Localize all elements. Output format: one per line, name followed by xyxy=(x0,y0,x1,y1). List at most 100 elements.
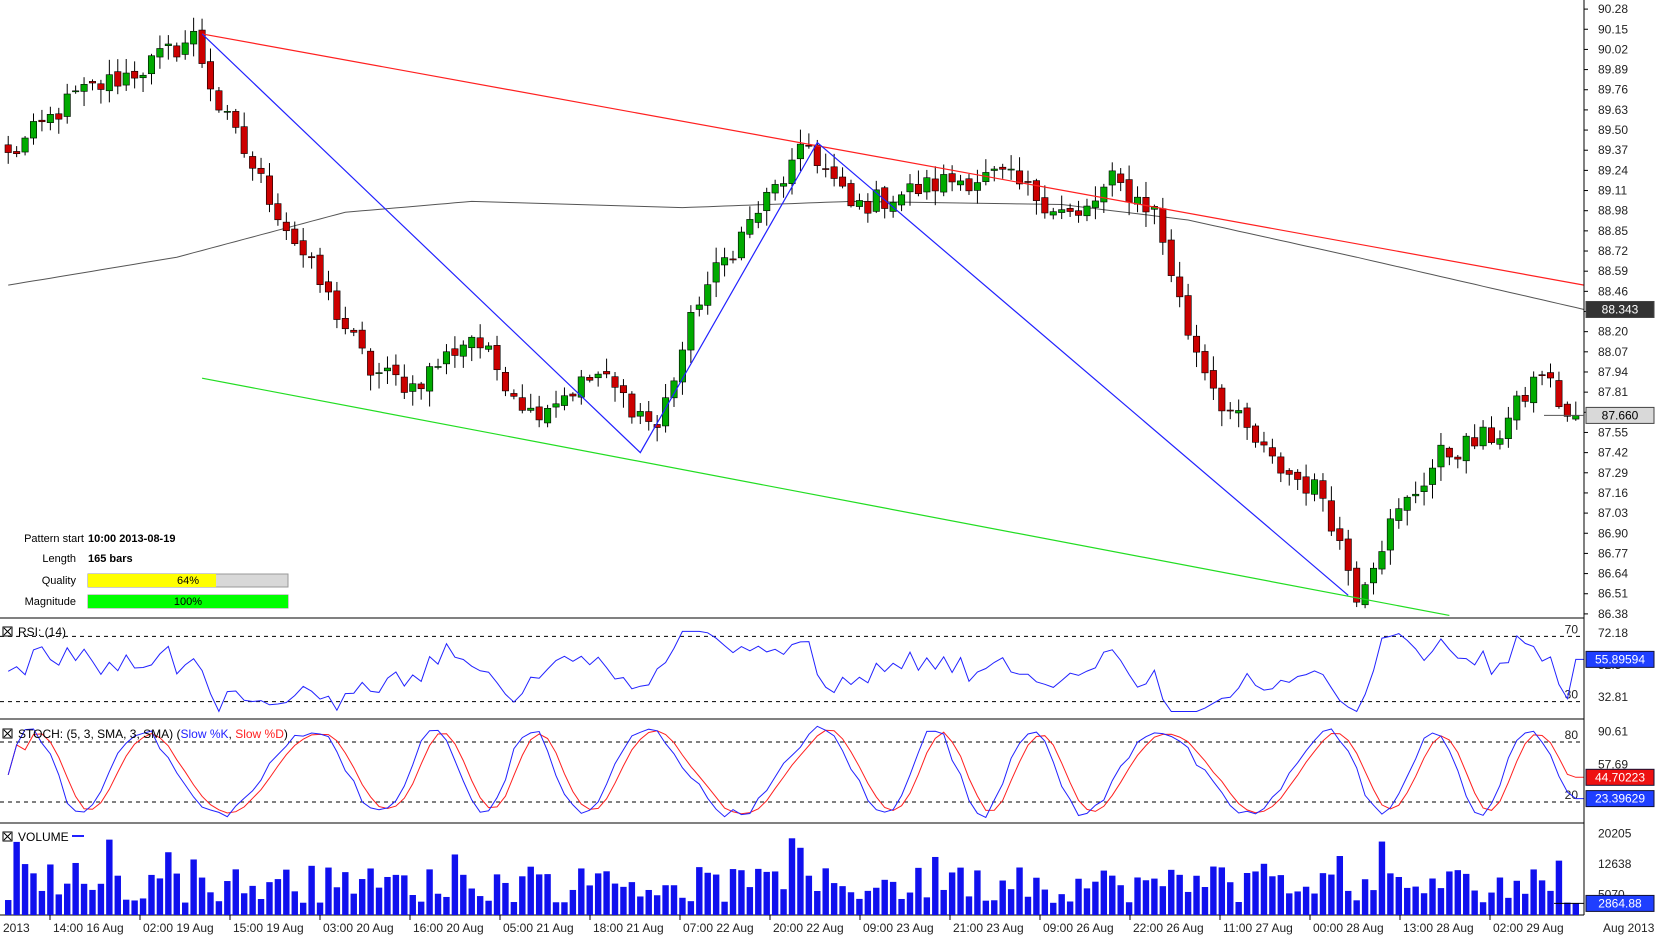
candle xyxy=(139,72,147,93)
price-tick-label: 90.28 xyxy=(1598,2,1628,16)
volume-bar xyxy=(316,902,324,915)
candle-body xyxy=(510,393,518,397)
x-tick-label: 14:00 16 Aug xyxy=(53,921,124,935)
ma-value-tag-text: 88.343 xyxy=(1602,302,1639,316)
candle xyxy=(881,185,889,219)
candle xyxy=(114,59,122,95)
candle xyxy=(1167,229,1175,283)
candle xyxy=(1547,363,1555,388)
price-tick-label: 87.16 xyxy=(1598,486,1628,500)
candle xyxy=(594,371,602,387)
stoch-d-tag-box xyxy=(1585,768,1655,786)
candle xyxy=(603,358,611,379)
candle xyxy=(628,391,636,424)
volume-bar xyxy=(1218,867,1226,915)
volume-bar xyxy=(1404,887,1411,915)
candle-body xyxy=(1521,394,1529,402)
candle-body xyxy=(1007,168,1015,171)
volume-bar xyxy=(1370,890,1377,915)
candle-body xyxy=(181,42,189,55)
volume-bar xyxy=(1024,896,1032,915)
x-tick-label: 15:00 19 Aug xyxy=(233,921,304,935)
candle-body xyxy=(855,200,863,207)
magnitude-bar-fill xyxy=(88,595,288,608)
candle-body xyxy=(1572,415,1580,420)
volume-bar xyxy=(1125,902,1133,915)
rsi-level-label: 70 xyxy=(1565,622,1579,636)
candle-body xyxy=(999,166,1007,170)
candle-body xyxy=(872,189,880,212)
volume-bar xyxy=(342,872,349,915)
stoch-close-icon[interactable] xyxy=(2,728,13,739)
candle-body xyxy=(333,290,341,320)
candle xyxy=(1311,473,1319,502)
volume-bar xyxy=(38,890,46,915)
candle xyxy=(544,404,552,428)
candle-body xyxy=(670,380,678,399)
price-tick-label: 87.29 xyxy=(1598,466,1628,480)
candle xyxy=(847,179,855,208)
volume-bar xyxy=(1488,892,1495,915)
volume-bar xyxy=(1100,870,1108,915)
volume-bar xyxy=(771,871,779,915)
volume-bar xyxy=(224,881,231,915)
length-value: 165 bars xyxy=(88,553,133,565)
candle-body xyxy=(898,194,906,206)
volume-bar xyxy=(535,874,543,915)
candle-body xyxy=(628,393,636,418)
candle-body xyxy=(1049,211,1057,216)
stoch-k-tag-box xyxy=(1585,790,1655,808)
candle-body xyxy=(1075,210,1083,216)
candle xyxy=(1327,486,1335,536)
volume-bar xyxy=(1378,841,1386,915)
price-tick-label: 86.77 xyxy=(1598,546,1628,560)
candle-body xyxy=(4,144,12,153)
volume-bar xyxy=(611,883,619,915)
candle xyxy=(1429,459,1437,499)
volume-close-icon[interactable] xyxy=(2,831,13,842)
candle xyxy=(1378,540,1386,575)
candle-body xyxy=(737,231,745,259)
candle xyxy=(931,166,939,206)
candle-body xyxy=(906,183,914,193)
candle xyxy=(122,58,130,91)
volume-bar xyxy=(215,901,223,915)
candle-body xyxy=(1176,276,1184,298)
rsi-close-icon[interactable] xyxy=(2,626,13,637)
volume-bar xyxy=(460,874,467,915)
candle-body xyxy=(931,178,939,192)
candle xyxy=(1538,370,1546,386)
candle-body xyxy=(350,329,358,333)
volume-bar xyxy=(974,870,981,915)
volume-bar xyxy=(417,901,425,915)
candle xyxy=(518,384,526,414)
candle xyxy=(358,321,366,355)
candle xyxy=(1176,261,1184,308)
candle xyxy=(1336,516,1344,550)
volume-bar xyxy=(1269,876,1276,915)
candles xyxy=(4,17,1580,609)
volume-bar xyxy=(1513,880,1520,915)
candle xyxy=(1083,198,1091,222)
volume-bar xyxy=(198,877,206,915)
candle-body xyxy=(1353,567,1361,603)
candle xyxy=(451,336,459,368)
volume-bar xyxy=(637,896,644,915)
candle-body xyxy=(1538,374,1546,376)
candle-body xyxy=(1336,528,1344,541)
candle-body xyxy=(476,337,484,349)
volume-bar xyxy=(165,852,172,915)
candle-body xyxy=(29,121,37,139)
candle-body xyxy=(847,183,855,207)
candle-body xyxy=(763,191,771,212)
candle xyxy=(1471,424,1479,450)
candle-body xyxy=(451,348,459,356)
x-tick-label: 11:00 27 Aug xyxy=(1223,921,1293,935)
candle-body xyxy=(122,72,130,86)
volume-bar xyxy=(1041,889,1049,915)
candle-body xyxy=(299,240,307,256)
candle-body xyxy=(1563,403,1571,417)
volume-bar xyxy=(552,902,560,915)
candle xyxy=(805,133,813,149)
candle xyxy=(645,400,653,431)
